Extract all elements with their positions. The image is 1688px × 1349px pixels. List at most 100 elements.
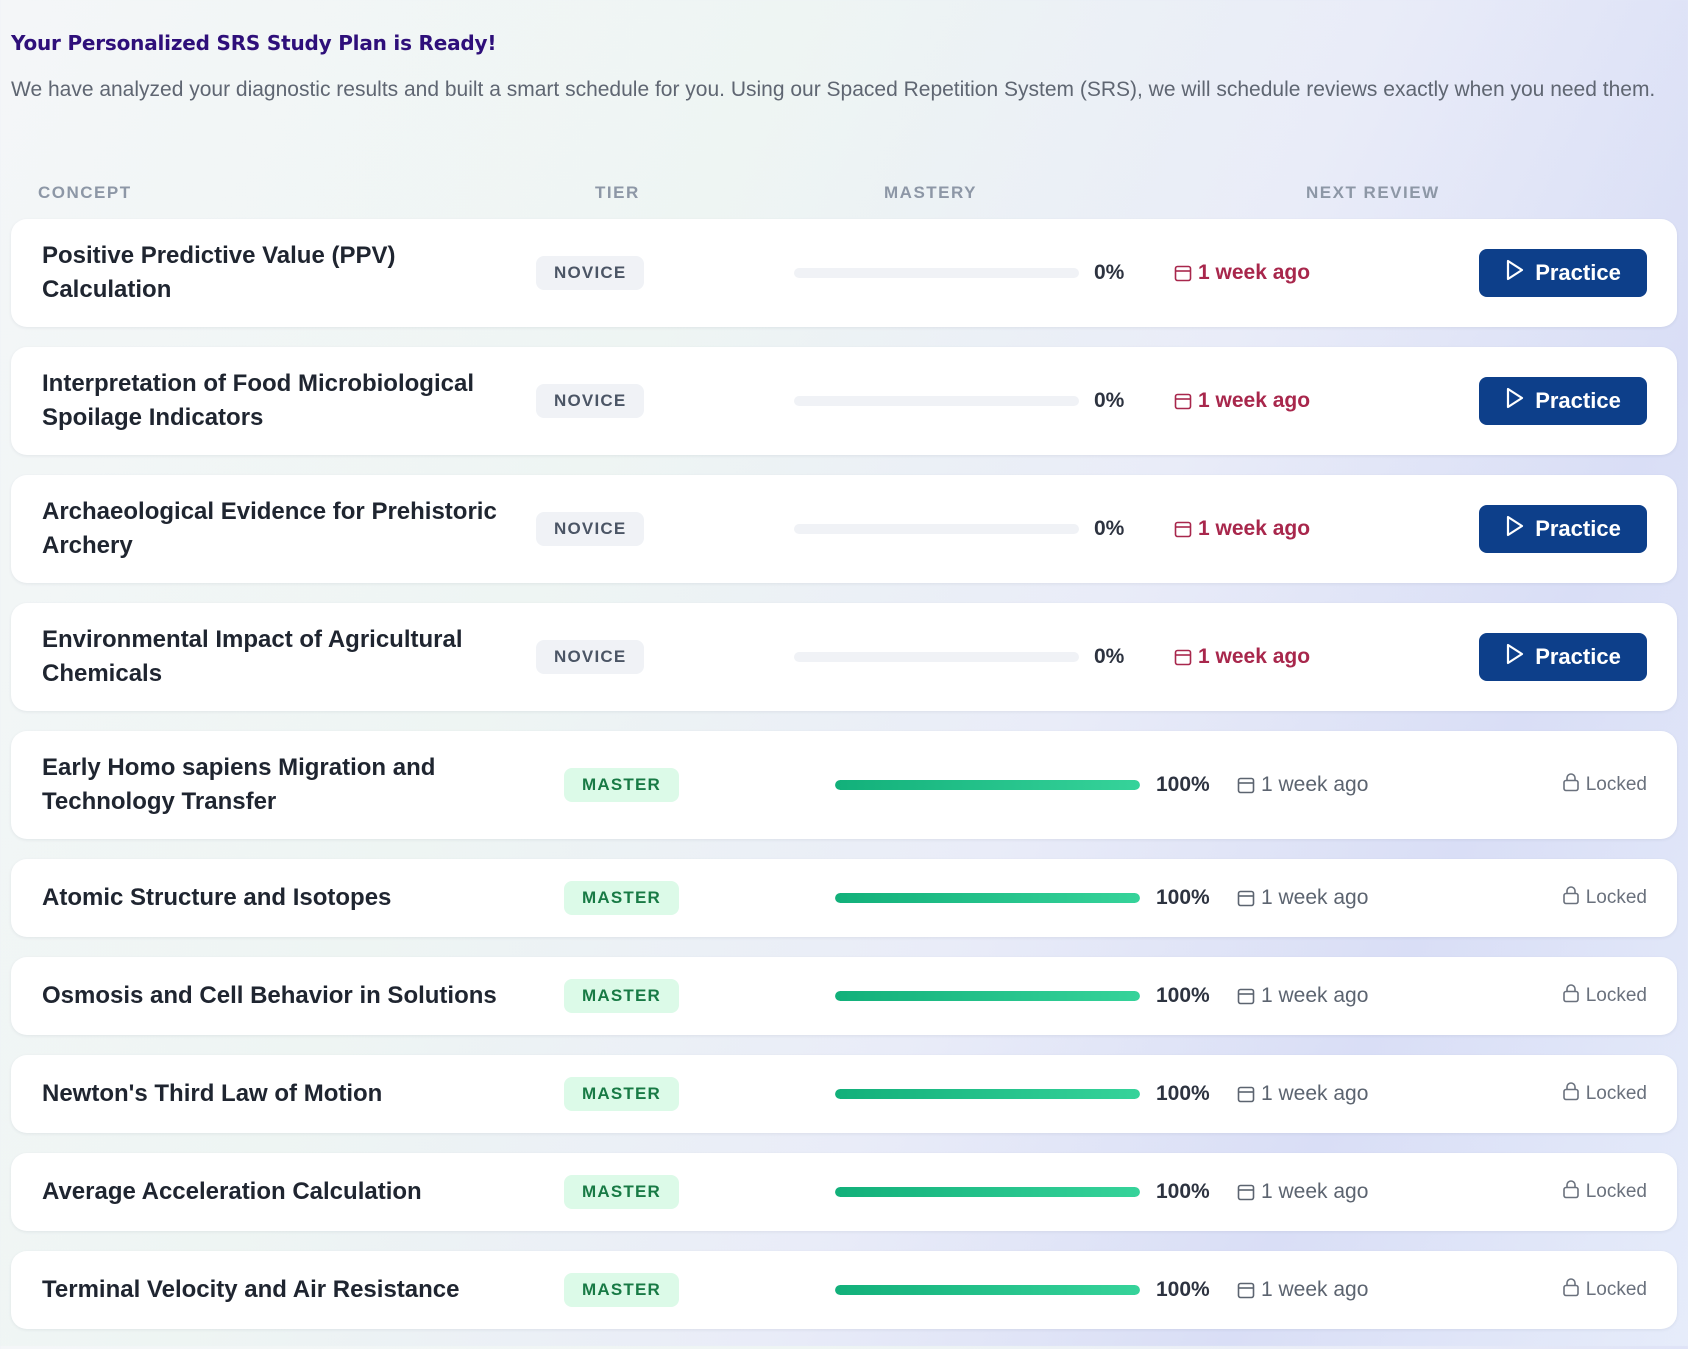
table-row: Early Homo sapiens Migration and Technol… bbox=[11, 731, 1677, 839]
next-review: 1 week ago bbox=[1174, 261, 1310, 285]
play-icon bbox=[1505, 259, 1525, 287]
table-header: CONCEPT TIER MASTERY NEXT REVIEW bbox=[11, 183, 1677, 205]
tier-badge: MASTER bbox=[564, 979, 679, 1013]
locked-label: Locked bbox=[1585, 1279, 1647, 1300]
next-review: 1 week ago bbox=[1237, 1278, 1368, 1302]
play-icon bbox=[1505, 643, 1525, 671]
practice-button-label: Practice bbox=[1535, 260, 1621, 285]
locked-label: Locked bbox=[1585, 1181, 1647, 1202]
next-review-text: 1 week ago bbox=[1198, 517, 1311, 540]
tier-badge: MASTER bbox=[564, 1273, 679, 1307]
tier-badge: NOVICE bbox=[536, 512, 645, 546]
mastery-progress-bar bbox=[794, 268, 1079, 278]
mastery-progress-fill bbox=[835, 893, 1140, 903]
mastery-percent: 0% bbox=[1094, 517, 1125, 540]
tier-badge: MASTER bbox=[564, 1175, 679, 1209]
next-review-text: 1 week ago bbox=[1261, 984, 1369, 1007]
table-row: Average Acceleration Calculation MASTER … bbox=[11, 1153, 1677, 1231]
practice-button-label: Practice bbox=[1535, 644, 1621, 669]
mastery-progress-bar bbox=[835, 1285, 1140, 1295]
next-review-text: 1 week ago bbox=[1261, 1278, 1369, 1301]
tier-badge: NOVICE bbox=[536, 640, 645, 674]
mastery-progress-bar bbox=[835, 893, 1140, 903]
concept-name: Average Acceleration Calculation bbox=[42, 1178, 422, 1205]
table-row: Positive Predictive Value (PPV) Calculat… bbox=[11, 219, 1677, 327]
next-review: 1 week ago bbox=[1237, 984, 1368, 1008]
concept-name: Early Homo sapiens Migration and Technol… bbox=[42, 754, 436, 815]
lock-icon bbox=[1562, 1081, 1580, 1107]
concept-name: Atomic Structure and Isotopes bbox=[42, 884, 392, 911]
calendar-icon bbox=[1237, 889, 1255, 907]
mastery-progress-fill bbox=[835, 780, 1140, 790]
calendar-icon bbox=[1237, 1085, 1255, 1103]
mastery-progress-bar bbox=[794, 524, 1079, 534]
next-review: 1 week ago bbox=[1174, 389, 1310, 413]
locked-label: Locked bbox=[1585, 1083, 1647, 1104]
mastery-progress-bar bbox=[794, 652, 1079, 662]
tier-badge: NOVICE bbox=[536, 256, 645, 290]
locked-status: Locked bbox=[1562, 1081, 1647, 1107]
next-review-text: 1 week ago bbox=[1261, 773, 1369, 796]
lock-icon bbox=[1562, 983, 1580, 1009]
column-header-tier: TIER bbox=[595, 183, 640, 202]
locked-status: Locked bbox=[1562, 983, 1647, 1009]
next-review-text: 1 week ago bbox=[1261, 1180, 1369, 1203]
calendar-icon bbox=[1237, 1183, 1255, 1201]
calendar-icon bbox=[1174, 264, 1192, 282]
column-header-concept: CONCEPT bbox=[38, 183, 132, 202]
lock-icon bbox=[1562, 1277, 1580, 1303]
tier-badge: NOVICE bbox=[536, 384, 645, 418]
mastery-progress-fill bbox=[835, 1089, 1140, 1099]
concept-list: Positive Predictive Value (PPV) Calculat… bbox=[11, 219, 1677, 1349]
mastery-percent: 100% bbox=[1156, 886, 1210, 909]
mastery-progress-fill bbox=[835, 991, 1140, 1001]
next-review-text: 1 week ago bbox=[1198, 645, 1311, 668]
locked-label: Locked bbox=[1585, 774, 1647, 795]
calendar-icon bbox=[1174, 392, 1192, 410]
concept-name: Newton's Third Law of Motion bbox=[42, 1080, 383, 1107]
concept-name: Environmental Impact of Agricultural Che… bbox=[42, 626, 463, 687]
lock-icon bbox=[1562, 1179, 1580, 1205]
mastery-progress-bar bbox=[835, 780, 1140, 790]
practice-button-label: Practice bbox=[1535, 388, 1621, 413]
mastery-percent: 100% bbox=[1156, 1082, 1210, 1105]
locked-status: Locked bbox=[1562, 885, 1647, 911]
tier-badge: MASTER bbox=[564, 1077, 679, 1111]
mastery-percent: 100% bbox=[1156, 773, 1210, 796]
calendar-icon bbox=[1237, 776, 1255, 794]
column-header-next-review: NEXT REVIEW bbox=[1306, 183, 1440, 202]
calendar-icon bbox=[1174, 520, 1192, 538]
locked-label: Locked bbox=[1585, 985, 1647, 1006]
calendar-icon bbox=[1237, 1281, 1255, 1299]
tier-badge: MASTER bbox=[564, 768, 679, 802]
next-review-text: 1 week ago bbox=[1198, 389, 1311, 412]
next-review: 1 week ago bbox=[1237, 886, 1368, 910]
mastery-percent: 100% bbox=[1156, 1180, 1210, 1203]
practice-button[interactable]: Practice bbox=[1479, 505, 1647, 553]
table-row: Atomic Structure and Isotopes MASTER 100… bbox=[11, 859, 1677, 937]
table-row: Environmental Impact of Agricultural Che… bbox=[11, 603, 1677, 711]
calendar-icon bbox=[1174, 648, 1192, 666]
next-review: 1 week ago bbox=[1174, 517, 1310, 541]
lock-icon bbox=[1562, 772, 1580, 798]
locked-status: Locked bbox=[1562, 1277, 1647, 1303]
mastery-percent: 0% bbox=[1094, 261, 1125, 284]
tier-badge: MASTER bbox=[564, 881, 679, 915]
next-review: 1 week ago bbox=[1237, 773, 1368, 797]
practice-button[interactable]: Practice bbox=[1479, 633, 1647, 681]
next-review: 1 week ago bbox=[1237, 1082, 1368, 1106]
next-review-text: 1 week ago bbox=[1261, 1082, 1369, 1105]
mastery-progress-fill bbox=[835, 1187, 1140, 1197]
page-description: We have analyzed your diagnostic results… bbox=[11, 78, 1656, 101]
practice-button[interactable]: Practice bbox=[1479, 377, 1647, 425]
table-row: Terminal Velocity and Air Resistance MAS… bbox=[11, 1251, 1677, 1329]
table-row: Archaeological Evidence for Prehistoric … bbox=[11, 475, 1677, 583]
practice-button[interactable]: Practice bbox=[1479, 249, 1647, 297]
locked-status: Locked bbox=[1562, 772, 1647, 798]
mastery-percent: 0% bbox=[1094, 389, 1125, 412]
next-review-text: 1 week ago bbox=[1198, 261, 1311, 284]
mastery-percent: 100% bbox=[1156, 984, 1210, 1007]
concept-name: Interpretation of Food Microbiological S… bbox=[42, 370, 474, 431]
play-icon bbox=[1505, 387, 1525, 415]
mastery-progress-bar bbox=[835, 1187, 1140, 1197]
